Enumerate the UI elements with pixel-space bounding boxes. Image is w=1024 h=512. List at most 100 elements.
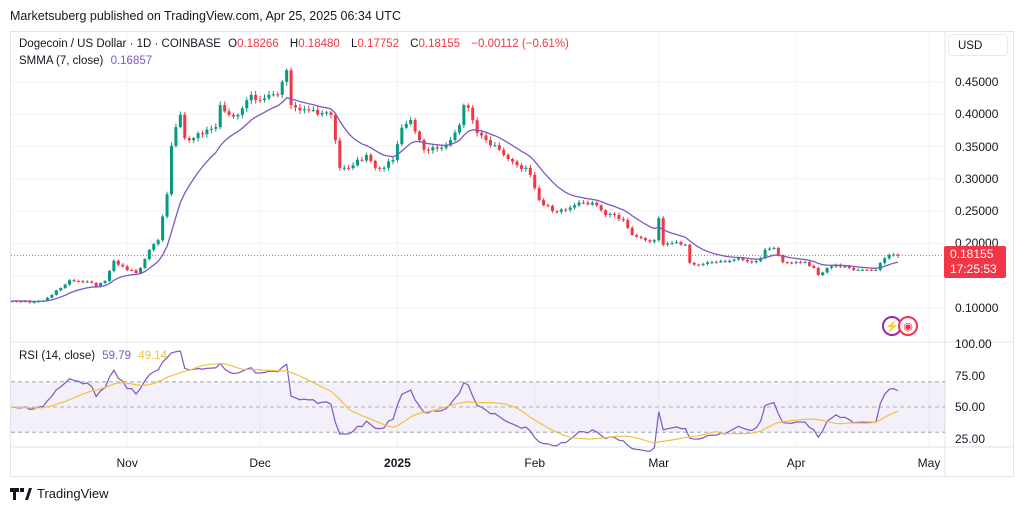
candle-body [147,249,151,260]
candle-body [187,138,191,141]
candle-body [763,249,767,259]
candle-body [307,109,311,111]
candle-body [515,161,519,166]
candle-body [480,132,484,136]
candle-body [847,266,851,268]
candle-body [533,174,537,189]
smma-legend[interactable]: SMMA (7, close) 0.16857 [19,55,156,67]
candle-body [564,209,568,211]
candle-body [896,254,900,256]
rsi-ma-value: 49.14 [138,350,168,362]
candle-body [99,282,103,287]
candle-body [152,244,156,250]
candle-body [502,149,506,155]
candle-body [316,110,320,115]
candle-body [19,301,23,303]
open-value: 0.18266 [237,38,279,50]
candle-body [360,159,364,161]
candle-body [816,267,820,276]
candle-body [54,290,58,295]
high-value: 0.18480 [298,38,340,50]
candle-body [856,269,860,271]
candle-body [812,265,816,268]
candle-body [76,280,80,282]
candle-body [568,207,572,210]
us-flag-event-icon[interactable]: ◉ [898,316,918,336]
candle-body [781,255,785,263]
candle-body [121,264,125,267]
rsi-tick: 25.00 [955,431,986,446]
candle-body [342,167,346,169]
candle-body [209,128,213,130]
candle-body [364,154,368,161]
candle-body [768,248,772,250]
candle-body [178,114,182,128]
candle-body [329,112,333,115]
candle-body [32,302,36,304]
low-label: L [350,38,358,50]
candle-body [861,269,865,271]
tradingview-logo[interactable]: TradingView [10,486,109,501]
candle-body [218,105,222,128]
candle-body [196,133,200,139]
candle-body [869,269,873,271]
candle-body [670,242,674,244]
candle-body [661,218,665,245]
bar-countdown: 17:25:53 [950,262,997,276]
candle-body [506,154,510,160]
symbol-name[interactable]: Dogecoin / US Dollar · 1D · COINBASE [19,38,221,50]
brand-name: TradingView [37,486,109,501]
candle-body [466,105,470,108]
chart-event-icons[interactable]: ⚡ ◉ [882,316,918,336]
candle-body [471,107,475,121]
candle-body [404,123,408,128]
candle-body [103,280,107,283]
candle-body [679,242,683,245]
price-tick: 0.40000 [955,107,999,122]
candle-body [803,262,807,264]
candle-body [542,200,546,206]
low-value: 0.17752 [357,38,399,50]
candle-body [688,244,692,263]
candle-body [156,240,160,245]
candle-body [271,94,275,96]
candle-body [626,220,630,228]
time-label: Feb [524,456,546,470]
candle-body [612,214,616,216]
candle-body [550,205,554,212]
candle-body [772,247,776,249]
candle-body [573,205,577,208]
candle-body [400,127,404,145]
candle-body [737,258,741,260]
candle-body [130,270,134,272]
candle-body [794,262,798,264]
candle-body [697,264,701,266]
candle-body [94,282,98,287]
candle-body [378,167,382,169]
candle-body [776,247,780,256]
currency-selector[interactable]: USD [948,34,1008,56]
candle-body [289,70,293,106]
candle-body [449,140,453,146]
last-price-label: 0.18155 17:25:53 [944,246,1006,278]
candle-body [276,94,280,96]
rsi-legend[interactable]: RSI (14, close) 59.79 49.14 [19,350,171,362]
candle-body [528,167,532,175]
candle-body [825,267,829,273]
candle-body [169,145,173,195]
candle-body [595,202,599,206]
time-label: Mar [648,456,670,470]
candle-body [183,114,187,139]
candle-body [741,258,745,261]
candle-body [444,145,448,148]
price-tick: 0.35000 [955,139,999,154]
candle-body [511,159,515,162]
candle-body [431,147,435,151]
candle-body [333,114,337,141]
candle-body [143,259,147,268]
candle-body [524,167,528,169]
rsi-value: 59.79 [102,350,132,362]
rsi-ma-line [11,362,899,444]
symbol-legend: Dogecoin / US Dollar · 1D · COINBASE O0.… [19,38,573,50]
